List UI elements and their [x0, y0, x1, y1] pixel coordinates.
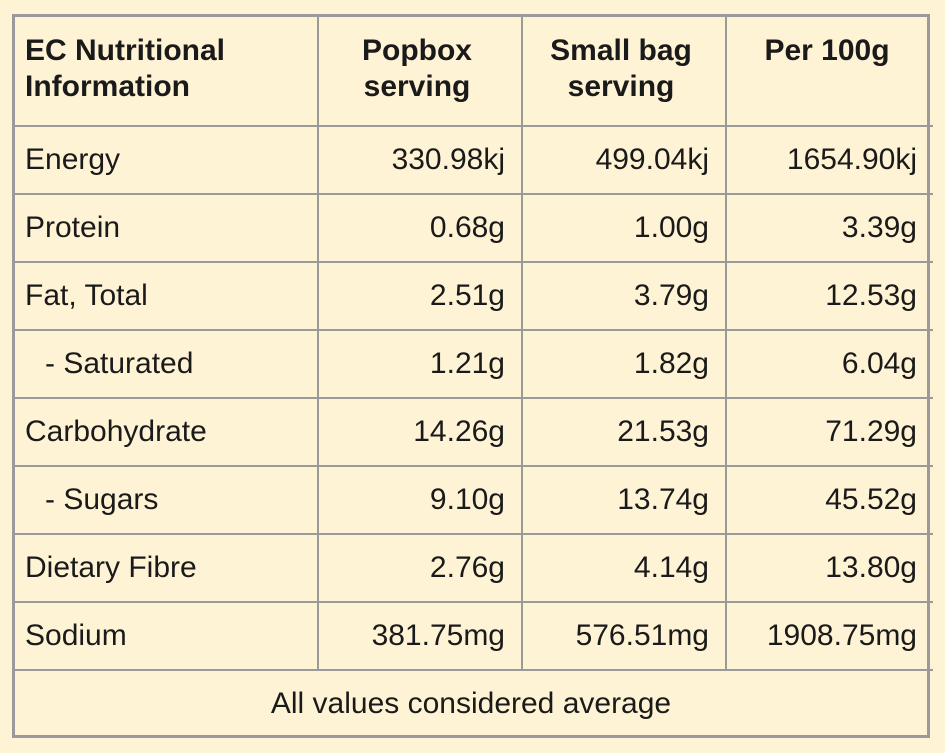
- row-label: - Saturated: [15, 329, 319, 399]
- cell-popbox: 9.10g: [317, 465, 523, 535]
- nutrition-table-container: EC Nutritional Information Popbox servin…: [12, 14, 933, 738]
- row-label: Energy: [15, 125, 319, 195]
- row-label: Dietary Fibre: [15, 533, 319, 603]
- cell-per-100g: 45.52g: [725, 465, 933, 535]
- cell-small-bag: 1.00g: [521, 193, 727, 263]
- cell-popbox: 2.51g: [317, 261, 523, 331]
- row-label: Protein: [15, 193, 319, 263]
- footer-note: All values considered average: [15, 669, 933, 736]
- row-label: Sodium: [15, 601, 319, 671]
- table-row-saturated: - Saturated 1.21g 1.82g 6.04g: [15, 329, 933, 399]
- header-per-100g: Per 100g: [725, 17, 933, 127]
- table-row-dietary-fibre: Dietary Fibre 2.76g 4.14g 13.80g: [15, 533, 933, 603]
- header-popbox-serving: Popbox serving: [317, 17, 523, 127]
- cell-popbox: 381.75mg: [317, 601, 523, 671]
- cell-per-100g: 12.53g: [725, 261, 933, 331]
- footer-row: All values considered average: [15, 669, 933, 736]
- table-row-carbohydrate: Carbohydrate 14.26g 21.53g 71.29g: [15, 397, 933, 467]
- cell-small-bag: 13.74g: [521, 465, 727, 535]
- table-row-sodium: Sodium 381.75mg 576.51mg 1908.75mg: [15, 601, 933, 671]
- table-row-energy: Energy 330.98kj 499.04kj 1654.90kj: [15, 125, 933, 195]
- cell-popbox: 330.98kj: [317, 125, 523, 195]
- cell-small-bag: 576.51mg: [521, 601, 727, 671]
- cell-popbox: 0.68g: [317, 193, 523, 263]
- row-label: Fat, Total: [15, 261, 319, 331]
- cell-small-bag: 499.04kj: [521, 125, 727, 195]
- row-label: Carbohydrate: [15, 397, 319, 467]
- table-row-sugars: - Sugars 9.10g 13.74g 45.52g: [15, 465, 933, 535]
- cell-per-100g: 1908.75mg: [725, 601, 933, 671]
- cell-small-bag: 3.79g: [521, 261, 727, 331]
- cell-popbox: 1.21g: [317, 329, 523, 399]
- table-row-fat-total: Fat, Total 2.51g 3.79g 12.53g: [15, 261, 933, 331]
- cell-per-100g: 6.04g: [725, 329, 933, 399]
- table-row-protein: Protein 0.68g 1.00g 3.39g: [15, 193, 933, 263]
- cell-small-bag: 21.53g: [521, 397, 727, 467]
- cell-per-100g: 1654.90kj: [725, 125, 933, 195]
- cell-per-100g: 71.29g: [725, 397, 933, 467]
- row-label: - Sugars: [15, 465, 319, 535]
- cell-small-bag: 1.82g: [521, 329, 727, 399]
- cell-popbox: 14.26g: [317, 397, 523, 467]
- header-row: EC Nutritional Information Popbox servin…: [15, 17, 933, 127]
- cell-per-100g: 3.39g: [725, 193, 933, 263]
- cell-popbox: 2.76g: [317, 533, 523, 603]
- cell-small-bag: 4.14g: [521, 533, 727, 603]
- header-nutritional-information: EC Nutritional Information: [15, 17, 319, 127]
- cell-per-100g: 13.80g: [725, 533, 933, 603]
- nutrition-table: EC Nutritional Information Popbox servin…: [15, 17, 933, 736]
- header-small-bag-serving: Small bag serving: [521, 17, 727, 127]
